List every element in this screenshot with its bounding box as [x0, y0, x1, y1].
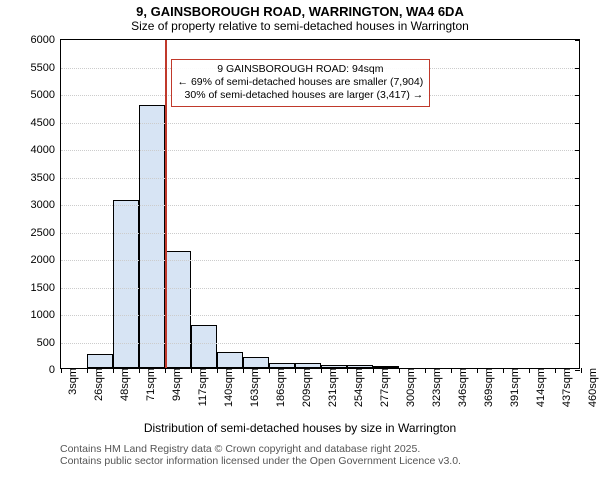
xtick-mark — [165, 368, 166, 373]
xtick-label: 186sqm — [273, 368, 287, 407]
xtick-mark — [295, 368, 296, 373]
xtick-mark — [477, 368, 478, 373]
bar — [217, 352, 243, 369]
ytick-mark — [575, 315, 580, 316]
xtick-label: 231sqm — [325, 368, 339, 407]
ytick-mark — [575, 178, 580, 179]
ytick-label: 1000 — [31, 309, 61, 321]
xtick-mark — [451, 368, 452, 373]
xtick-label: 277sqm — [377, 368, 391, 407]
ytick-label: 2500 — [31, 227, 61, 239]
xtick-label: 26sqm — [91, 368, 105, 401]
ytick-mark — [575, 343, 580, 344]
ytick-label: 0 — [49, 364, 61, 376]
xtick-mark — [61, 368, 62, 373]
xtick-label: 414sqm — [533, 368, 547, 407]
chart-area: Number of semi-detached properties 05001… — [0, 33, 600, 443]
marker-line — [165, 40, 167, 368]
xtick-label: 3sqm — [65, 368, 79, 395]
ytick-mark — [575, 68, 580, 69]
xtick-label: 163sqm — [247, 368, 261, 407]
ytick-label: 500 — [37, 337, 61, 349]
ytick-mark — [575, 150, 580, 151]
xtick-label: 209sqm — [299, 368, 313, 407]
title-main: 9, GAINSBOROUGH ROAD, WARRINGTON, WA4 6D… — [0, 4, 600, 19]
ytick-mark — [575, 260, 580, 261]
grid-line — [61, 315, 579, 316]
ytick-label: 5500 — [31, 62, 61, 74]
footer-line-1: Contains HM Land Registry data © Crown c… — [60, 443, 600, 455]
bar — [165, 251, 191, 368]
xtick-label: 254sqm — [351, 368, 365, 407]
xtick-label: 300sqm — [403, 368, 417, 407]
xtick-mark — [217, 368, 218, 373]
ytick-label: 1500 — [31, 282, 61, 294]
grid-line — [61, 123, 579, 124]
ytick-label: 5000 — [31, 89, 61, 101]
grid-line — [61, 260, 579, 261]
xtick-mark — [87, 368, 88, 373]
ytick-label: 3500 — [31, 172, 61, 184]
title-sub: Size of property relative to semi-detach… — [0, 19, 600, 33]
xtick-mark — [347, 368, 348, 373]
ytick-mark — [575, 40, 580, 41]
ytick-mark — [575, 95, 580, 96]
xtick-mark — [113, 368, 114, 373]
ytick-mark — [575, 123, 580, 124]
bar — [243, 357, 269, 368]
grid-line — [61, 150, 579, 151]
ytick-mark — [575, 205, 580, 206]
ytick-label: 4000 — [31, 144, 61, 156]
xtick-mark — [269, 368, 270, 373]
ytick-label: 6000 — [31, 34, 61, 46]
xtick-label: 323sqm — [429, 368, 443, 407]
ytick-label: 3000 — [31, 199, 61, 211]
xtick-mark — [243, 368, 244, 373]
xtick-label: 117sqm — [195, 368, 209, 406]
xtick-mark — [581, 368, 582, 373]
grid-line — [61, 233, 579, 234]
annotation-box: 9 GAINSBOROUGH ROAD: 94sqm← 69% of semi-… — [171, 59, 431, 106]
xtick-mark — [529, 368, 530, 373]
chart-titles: 9, GAINSBOROUGH ROAD, WARRINGTON, WA4 6D… — [0, 0, 600, 33]
xtick-label: 391sqm — [507, 368, 521, 407]
grid-line — [61, 288, 579, 289]
xtick-label: 460sqm — [585, 368, 599, 407]
xtick-label: 94sqm — [169, 368, 183, 401]
xtick-label: 71sqm — [143, 368, 157, 401]
footer-line-2: Contains public sector information licen… — [60, 455, 600, 467]
footer: Contains HM Land Registry data © Crown c… — [0, 443, 600, 467]
xtick-mark — [191, 368, 192, 373]
ytick-label: 4500 — [31, 117, 61, 129]
plot-area: 0500100015002000250030003500400045005000… — [60, 39, 580, 369]
bar — [191, 325, 217, 368]
grid-line — [61, 205, 579, 206]
xtick-mark — [321, 368, 322, 373]
xtick-mark — [425, 368, 426, 373]
xtick-label: 48sqm — [117, 368, 131, 401]
grid-line — [61, 178, 579, 179]
bar — [87, 354, 113, 368]
xtick-mark — [503, 368, 504, 373]
xtick-mark — [139, 368, 140, 373]
ytick-mark — [575, 370, 580, 371]
xtick-label: 437sqm — [559, 368, 573, 407]
annotation-line-1: 9 GAINSBOROUGH ROAD: 94sqm — [178, 63, 424, 76]
x-axis-label: Distribution of semi-detached houses by … — [0, 421, 600, 435]
xtick-label: 369sqm — [481, 368, 495, 407]
grid-line — [61, 343, 579, 344]
xtick-mark — [373, 368, 374, 373]
annotation-line-3: 30% of semi-detached houses are larger (… — [178, 89, 424, 102]
ytick-mark — [575, 288, 580, 289]
xtick-label: 346sqm — [455, 368, 469, 407]
bar — [139, 105, 165, 368]
annotation-line-2: ← 69% of semi-detached houses are smalle… — [178, 76, 424, 89]
xtick-mark — [555, 368, 556, 373]
xtick-mark — [399, 368, 400, 373]
ytick-mark — [575, 233, 580, 234]
ytick-label: 2000 — [31, 254, 61, 266]
xtick-label: 140sqm — [221, 368, 235, 407]
